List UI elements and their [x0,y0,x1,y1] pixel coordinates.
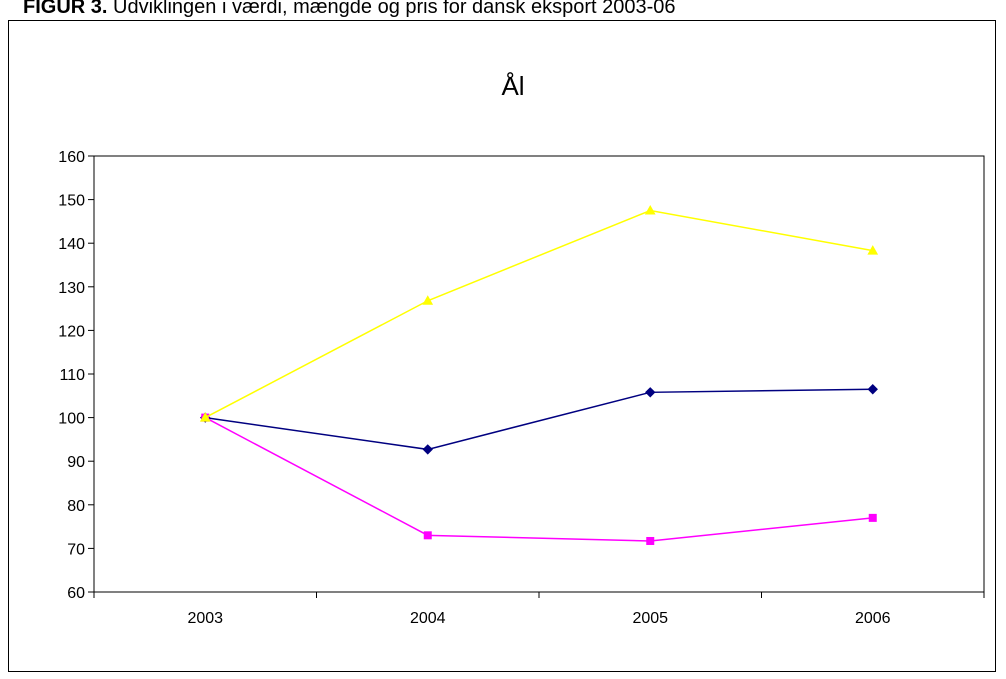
x-tick-label: 2003 [187,610,223,627]
series-3 [199,204,879,422]
data-point [199,412,211,422]
data-point [867,245,879,255]
figure-caption-text: Udviklingen i værdi, mængde og pris for … [107,0,676,18]
series-layer [199,204,879,545]
chart-frame: Ål 60 70 80 90 100 110 120 130 140 150 160 2003 200… [8,20,996,672]
y-tick-label: 160 [58,149,85,166]
figure-caption: FIGUR 3. Udviklingen i værdi, mængde og … [23,0,676,18]
y-tick-label: 130 [58,280,85,297]
x-tick-label: 2006 [855,610,891,627]
y-axis: 60 70 80 90 100 110 120 130 140 150 160 [58,149,94,602]
data-point [422,444,433,455]
series-line [205,388,873,451]
plot-area [93,155,985,593]
y-tick-label: 90 [67,454,85,471]
data-point [644,204,656,215]
x-axis: 2003 2004 2005 2006 [93,592,985,627]
series-line [204,209,873,419]
y-tick-label: 140 [58,236,85,253]
x-tick-label: 2005 [632,610,668,627]
y-tick-label: 80 [67,498,85,515]
y-tick-label: 110 [59,367,85,384]
y-tick-label: 70 [67,541,85,558]
x-tick-label: 2004 [410,610,446,627]
figure-number: FIGUR 3. [23,0,108,18]
data-point [422,295,434,305]
y-tick-label: 60 [67,585,85,602]
y-tick-label: 120 [58,323,85,340]
chart-title: Ål [501,71,524,101]
data-point [423,531,432,540]
series-line [204,416,873,542]
data-point [645,387,656,398]
data-point [868,513,877,522]
y-tick-label: 150 [58,193,85,210]
y-tick-label: 100 [58,411,85,428]
data-point [867,384,878,395]
data-point [646,536,655,545]
